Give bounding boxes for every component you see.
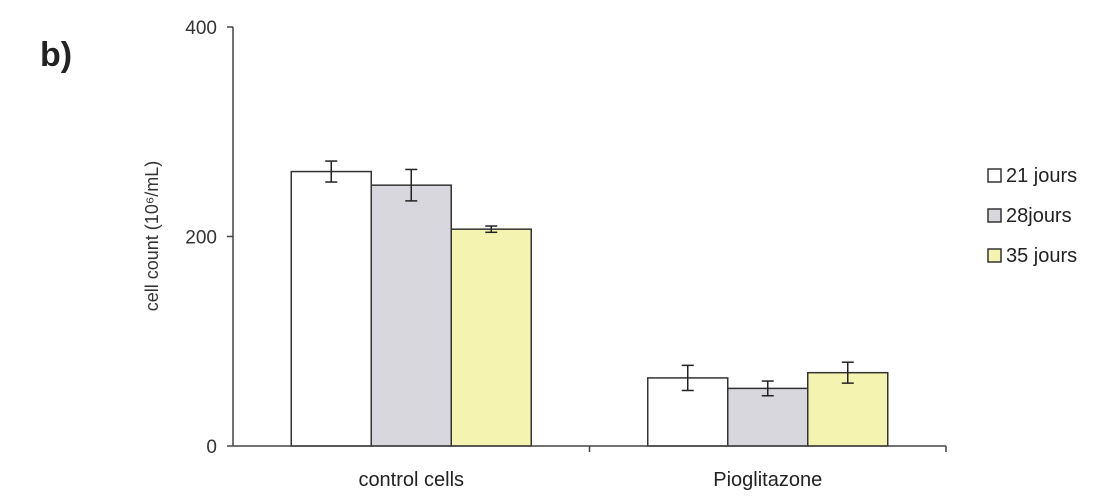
- x-category-label: Pioglitazone: [713, 469, 822, 491]
- legend: 21 jours 28jours 35 jours: [987, 165, 1077, 267]
- error-bar: [325, 160, 338, 183]
- legend-label: 21 jours: [1006, 165, 1077, 187]
- legend-label: 28jours: [1006, 205, 1072, 227]
- legend-swatch: [987, 248, 1002, 263]
- legend-item: 28jours: [987, 205, 1072, 227]
- y-tick-label: 0: [206, 437, 217, 458]
- bar-35-jours-0: [450, 228, 532, 447]
- error-bar: [485, 225, 498, 234]
- error-bar: [761, 380, 774, 397]
- y-axis-label: cell count (10⁶/mL): [142, 161, 162, 311]
- x-categories-layer: control cells Pioglitazone: [358, 446, 947, 491]
- bar-21-jours-0: [290, 170, 372, 447]
- error-bar: [405, 168, 418, 202]
- legend-swatch: [987, 208, 1002, 223]
- x-category-label: control cells: [358, 469, 464, 491]
- error-bar: [841, 361, 854, 384]
- error-bar: [681, 364, 694, 392]
- bar-28jours-1: [727, 387, 809, 447]
- bar-28jours-0: [370, 184, 452, 447]
- legend-item: 35 jours: [987, 245, 1077, 267]
- y-tick-label: 400: [185, 18, 217, 39]
- y-tick-label: 200: [185, 228, 217, 249]
- legend-label: 35 jours: [1006, 245, 1077, 267]
- y-ticks-layer: 0 200 400: [185, 18, 233, 458]
- panel-label: b): [40, 36, 73, 74]
- bars-layer: [290, 170, 889, 447]
- legend-item: 21 jours: [987, 165, 1077, 187]
- error-bars-layer: [325, 160, 854, 397]
- legend-swatch: [987, 168, 1002, 183]
